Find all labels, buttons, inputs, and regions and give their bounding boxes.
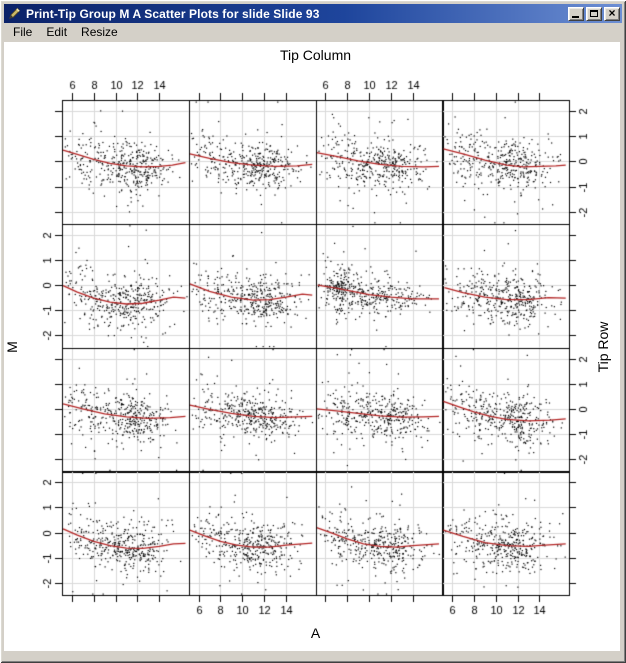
close-button[interactable]: × (604, 6, 620, 21)
window-title: Print-Tip Group M A Scatter Plots for sl… (26, 6, 320, 21)
maximize-button[interactable] (586, 6, 602, 21)
minimize-icon (572, 15, 579, 18)
window-controls: × (568, 6, 620, 21)
menu-item-resize[interactable]: Resize (81, 25, 118, 39)
menu-item-edit[interactable]: Edit (46, 25, 68, 39)
scatter-matrix-canvas (4, 42, 620, 651)
maximize-icon (590, 10, 598, 17)
title-bar[interactable]: Print-Tip Group M A Scatter Plots for sl… (4, 4, 622, 23)
pen-icon (7, 6, 22, 21)
close-icon: × (608, 6, 616, 20)
plot-area: Tip Column A M Tip Row (4, 42, 620, 651)
menu-item-file[interactable]: File (13, 25, 33, 39)
minimize-button[interactable] (568, 6, 584, 21)
menu-bar: File Edit Resize (4, 23, 622, 41)
